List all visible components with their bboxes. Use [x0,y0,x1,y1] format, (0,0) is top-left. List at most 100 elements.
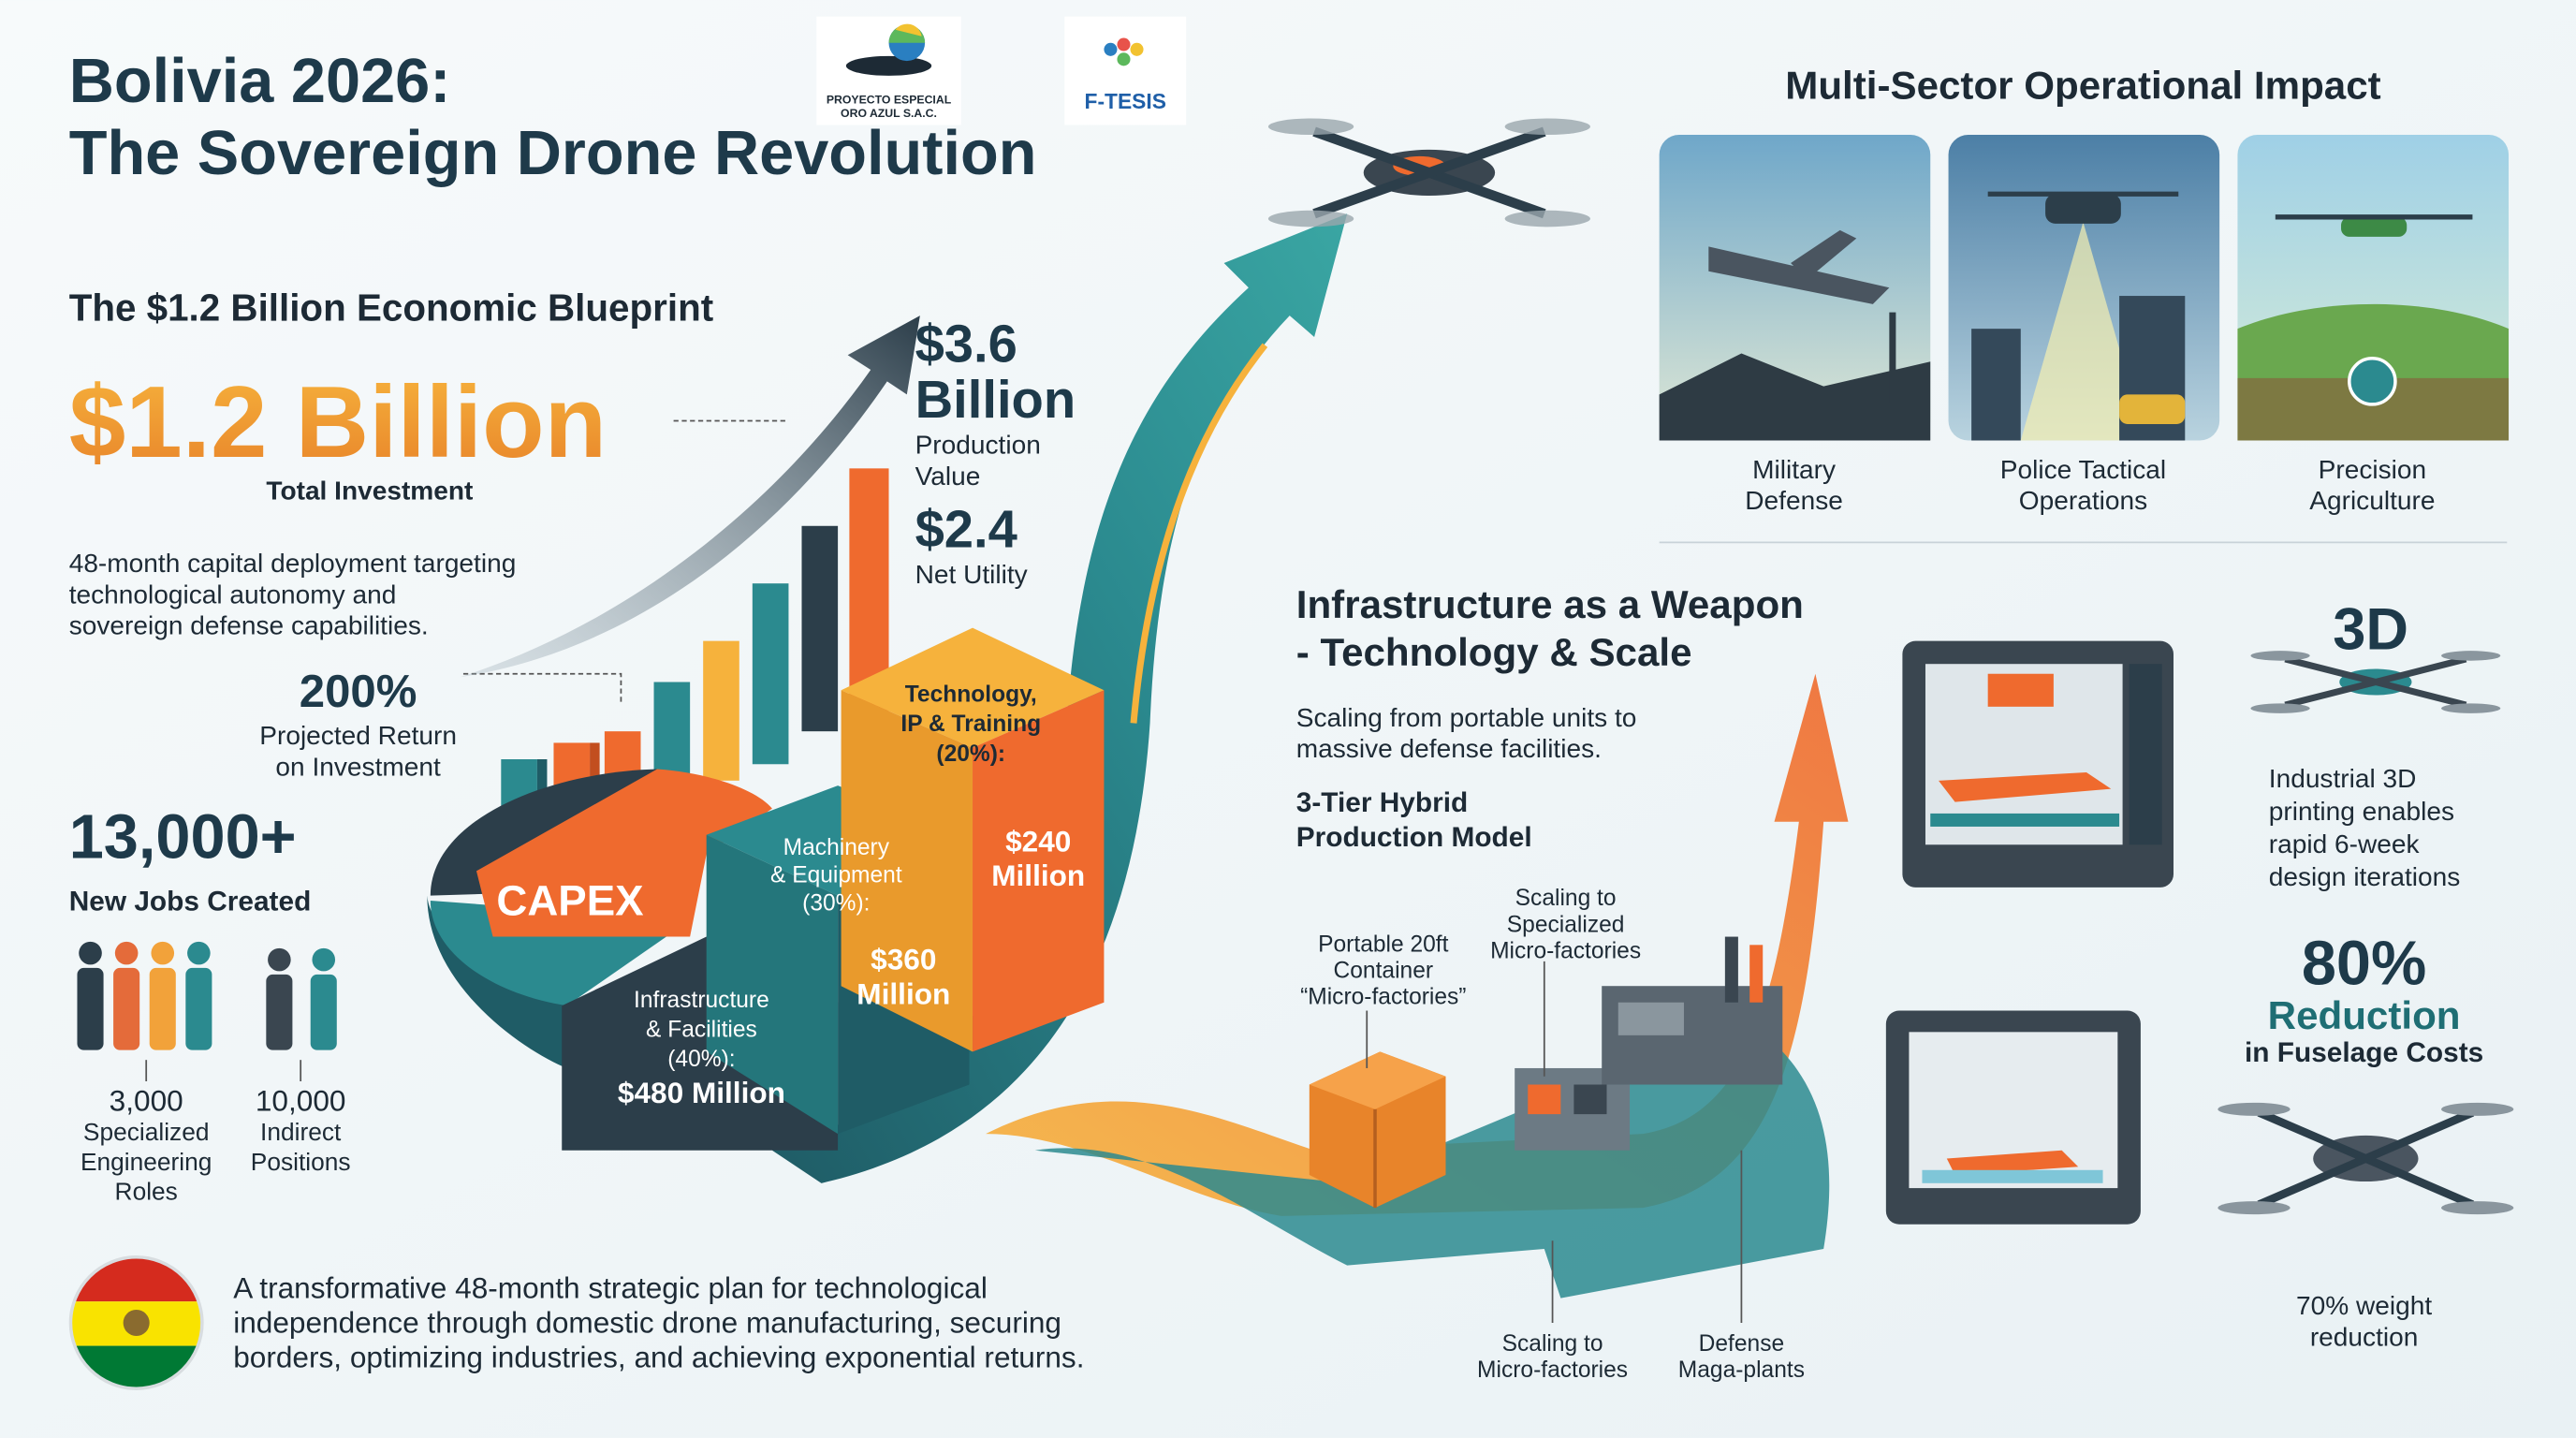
callout: “Micro-factories” [1300,985,1466,1010]
capex-segment-name: IP & Training [900,712,1041,737]
capex-label: CAPEX [496,877,644,925]
capex-segment-name: (20%): [936,741,1005,767]
sector-label: Operations [2019,486,2147,515]
capex-segment-name: & Equipment [770,863,902,888]
sector-panel [1659,135,1931,441]
callout: Container [1334,958,1434,983]
capex-segment-name: Machinery [783,835,890,860]
return-value: 200% [300,667,417,717]
jobs-breakdown-label: Indirect [260,1118,342,1146]
feature-subline: in Fuselage Costs [2245,1037,2483,1068]
return-label: Projected Return [259,721,457,750]
summary: independence through domestic drone manu… [233,1306,1061,1340]
callout: Micro-factories [1477,1357,1628,1383]
utility-value: $2.4 [915,500,1017,559]
investment-value: $1.2 Billion [69,365,607,479]
title: Bolivia 2026: [69,47,451,116]
printer-illustration [1902,640,2174,888]
people-icons [77,941,337,1081]
sector-label: Police Tactical [2000,455,2166,484]
container-illustration [1309,1051,1446,1209]
capex-segment-amount: $480 Million [618,1076,785,1109]
description: 48-month capital deployment targeting [69,549,517,578]
feature-text: printing enables [2269,797,2454,826]
sector-label: Precision [2319,455,2426,484]
section-heading: Infrastructure as a Weapon [1296,582,1804,626]
title: The Sovereign Drone Revolution [69,119,1037,188]
feature-headline: Reduction [2268,993,2461,1037]
callout: Scaling to [1515,886,1617,911]
callout: Scaling to [1502,1331,1603,1357]
logo-text: F-TESIS [1085,89,1166,113]
capex-chart [427,627,1105,1151]
swoosh-stripe [1130,343,1268,724]
capex-segment-amount: Million [991,858,1085,892]
section-heading: - Technology & Scale [1296,630,1692,674]
description: Scaling from portable units to [1296,703,1637,732]
logo-oro-azul [816,16,961,125]
capex-segment-amount: $360 [871,943,936,976]
production-value: $3.6 [915,314,1017,373]
callout: Maga-plants [1678,1357,1805,1383]
production-label: Production [915,431,1041,460]
feature-text: design iterations [2269,862,2460,891]
summary: borders, optimizing industries, and achi… [233,1340,1084,1373]
description: technological autonomy and [69,580,397,609]
capex-segment-name: (30%): [802,890,870,916]
summary: A transformative 48-month strategic plan… [233,1271,988,1305]
description: massive defense facilities. [1296,734,1602,763]
jobs-breakdown-value: 3,000 [110,1084,183,1118]
drone-illustration [1267,118,1590,227]
production-label: Value [915,462,981,491]
printer-illustration [1885,1010,2141,1225]
investment-label: Total Investment [266,477,473,506]
utility-label: Net Utility [915,560,1028,589]
production-value: Billion [915,370,1076,429]
jobs-breakdown-label: Roles [115,1177,178,1205]
capex-segment-name: (40%): [667,1047,735,1072]
feature-text: reduction [2310,1323,2419,1352]
logo-f-tesis [1064,16,1187,125]
section-heading: Multi-Sector Operational Impact [1785,63,2380,107]
mega-plant-illustration [1602,936,1783,1085]
sector-panel [1948,135,2220,441]
jobs-breakdown-label: Positions [251,1148,351,1176]
logo-text: ORO AZUL S.A.C. [841,107,937,120]
return-label: on Investment [275,753,441,782]
sector-label: Military [1752,455,1836,484]
capex-segment-name: Technology, [905,682,1037,708]
bolivia-flag [68,1255,204,1390]
callout: Portable 20ft [1318,932,1448,957]
capex-segment-name: & Facilities [646,1018,757,1043]
jobs-breakdown-value: 10,000 [256,1084,346,1118]
logo-text: PROYECTO ESPECIAL [827,94,952,107]
capex-segment-amount: Million [856,977,950,1011]
drone-illustration [2217,1102,2514,1215]
sector-label: Agriculture [2309,486,2435,515]
jobs-breakdown-label: Engineering [80,1148,212,1176]
section-heading: The $1.2 Billion Economic Blueprint [69,286,713,329]
feature-text: 70% weight [2296,1291,2432,1320]
jobs-breakdown-label: Specialized [83,1118,210,1146]
callout-lines [1366,961,1743,1323]
jobs-label: New Jobs Created [69,886,312,917]
growth-arrow [460,315,920,678]
drone-illustration [2250,651,2501,713]
feature-text: Industrial 3D [2269,764,2417,793]
feature-text: rapid 6-week [2269,829,2421,858]
description: sovereign defense capabilities. [69,611,429,640]
feature-value: 3D [2333,596,2408,662]
model-label: Production Model [1296,822,1532,853]
sector-label: Defense [1745,486,1843,515]
jobs-value: 13,000+ [69,802,297,872]
feature-value: 80% [2302,929,2426,998]
callout: Micro-factories [1490,938,1641,963]
capex-segment-amount: $240 [1005,824,1071,858]
connector [462,672,622,704]
model-label: 3-Tier Hybrid [1296,787,1468,818]
capex-segment-name: Infrastructure [634,988,769,1013]
callout: Specialized [1507,912,1625,937]
